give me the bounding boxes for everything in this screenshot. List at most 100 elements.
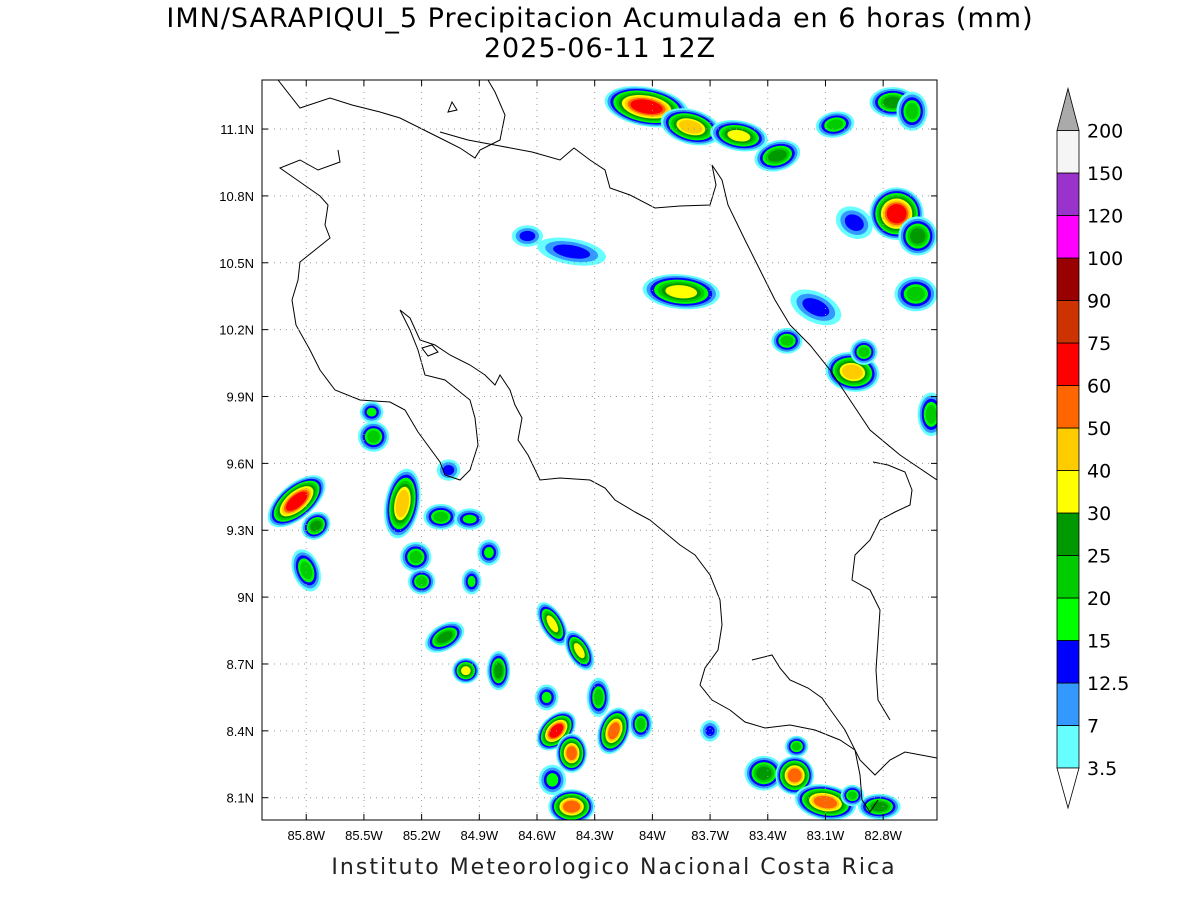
- precip-contour-12.5: [442, 464, 455, 476]
- precip-contour-20: [826, 119, 844, 130]
- colorbar-segment-7: [1056, 682, 1080, 726]
- precip-cell-6: [896, 91, 928, 131]
- precip-cell-48: [784, 735, 809, 758]
- precip-cell-44: [548, 789, 595, 820]
- lon-tick-label: 84.6W: [518, 828, 556, 843]
- colorbar-segment-150: [1056, 130, 1080, 174]
- coastline-panama-border: [851, 461, 913, 721]
- precip-contour-15: [483, 546, 494, 559]
- precip-cell-49: [794, 784, 857, 820]
- lat-tick-label: 9.3N: [227, 523, 254, 538]
- precip-cell-45: [700, 720, 720, 742]
- map-axes: 85.8W 85.5W 85.2W 84.9W 84.6W 84.3W 84W 83.7W 83…: [219, 80, 937, 843]
- precip-cell-51: [840, 784, 865, 807]
- precip-contour-15: [546, 773, 559, 787]
- colorbar-label: 30: [1087, 503, 1111, 525]
- precip-cell-39: [556, 733, 588, 773]
- precip-contour-20: [416, 576, 428, 587]
- precip-contour-50: [813, 795, 838, 809]
- lat-tick-label: 11.1N: [220, 122, 254, 137]
- colorbar-label: 50: [1087, 418, 1111, 440]
- colorbar-label: 60: [1087, 376, 1111, 398]
- precip-cell-29: [436, 459, 461, 481]
- precip-contour-20: [792, 742, 802, 751]
- lon-tick-label: 82.8W: [864, 828, 902, 843]
- colorbar-segment-90: [1056, 257, 1080, 301]
- precip-contour-12.5: [519, 230, 536, 242]
- precip-contour-20: [300, 561, 313, 580]
- colorbar-segment-25: [1056, 512, 1080, 556]
- precip-cell-30: [425, 621, 465, 653]
- precip-contour-20: [906, 286, 925, 302]
- precip-contour-50: [608, 722, 620, 740]
- lon-tick-label: 84W: [639, 828, 666, 843]
- precip-cell-41: [597, 707, 631, 755]
- precip-contour-30: [727, 129, 751, 142]
- precip-cell-3: [754, 139, 801, 172]
- precip-cell-42: [629, 709, 653, 740]
- lake-island: [447, 100, 458, 113]
- precip-cell-33: [461, 568, 482, 595]
- precip-contour-12.5: [844, 214, 864, 231]
- precip-cell-23: [291, 549, 322, 592]
- precip-contour-20: [367, 430, 380, 443]
- colorbar-segment-120: [1056, 172, 1080, 216]
- colorbar-segment-3.5: [1056, 725, 1080, 769]
- precip-contour-20: [780, 335, 794, 346]
- map-title: IMN/SARAPIQUI_5 Precipitacion Acumulada …: [166, 3, 1034, 34]
- colorbar-label: 15: [1087, 631, 1111, 653]
- precip-contour-20: [433, 511, 449, 522]
- precip-cell-34: [486, 651, 511, 691]
- precip-cell-40: [586, 677, 611, 718]
- precip-cell-17: [511, 225, 543, 247]
- precip-contour-20: [858, 346, 870, 358]
- precip-contour-50: [563, 800, 581, 813]
- colorbar-label: 40: [1087, 461, 1111, 483]
- precip-cell-37: [534, 684, 559, 711]
- precip-cell-15: [850, 339, 878, 365]
- precip-contour-40: [679, 119, 703, 134]
- precip-contour-15: [366, 407, 377, 417]
- colorbar-segment-60: [1056, 342, 1080, 386]
- precip-contour-12.5: [705, 725, 715, 736]
- precip-contour-60: [630, 99, 663, 115]
- lon-tick-label: 84.9W: [461, 828, 499, 843]
- lat-tick-label: 10.5N: [219, 256, 254, 271]
- colorbar-segment-15: [1056, 597, 1080, 641]
- coastline-nicaragua-north: [277, 80, 506, 159]
- lat-tick-label: 8.7N: [227, 657, 254, 672]
- precip-contour-20: [409, 550, 423, 564]
- lon-tick-label: 83.1W: [807, 828, 845, 843]
- precip-cell-26: [408, 568, 436, 595]
- precip-contour-12.5: [802, 298, 830, 317]
- precip-cell-18: [537, 237, 606, 266]
- colorbar-label: 200: [1087, 121, 1123, 143]
- precip-contour-12.5: [553, 244, 591, 259]
- precip-contour-30: [665, 285, 698, 299]
- colorbar-label: 75: [1087, 333, 1111, 355]
- precip-cell-13: [771, 327, 803, 354]
- precip-cell-10: [835, 206, 873, 239]
- precip-cell-24: [384, 468, 421, 539]
- precip-cell-4: [815, 111, 855, 138]
- map-subtitle-datetime: 2025-06-11 12Z: [483, 33, 717, 64]
- precip-cell-43: [538, 764, 566, 796]
- lat-tick-label: 8.1N: [227, 791, 254, 806]
- precip-cell-11: [642, 274, 720, 310]
- colorbar-label: 3.5: [1087, 758, 1117, 780]
- precip-cell-16: [917, 392, 937, 437]
- precip-contour-20: [905, 102, 919, 120]
- colorbar-segment-40: [1056, 427, 1080, 471]
- lon-tick-label: 84.3W: [576, 828, 614, 843]
- lat-tick-label: 10.2N: [219, 323, 254, 338]
- colorbar-label: 150: [1087, 163, 1123, 185]
- lon-tick-label: 85.2W: [403, 828, 441, 843]
- precip-contour-25: [494, 662, 503, 679]
- precip-cell-31: [452, 657, 480, 684]
- coastline-guanacaste: [439, 131, 937, 481]
- lon-tick-label: 85.5W: [345, 828, 383, 843]
- colorbar-segment-75: [1056, 300, 1080, 344]
- coastline-pacific-nw: [278, 149, 879, 813]
- precip-cell-50: [858, 793, 901, 820]
